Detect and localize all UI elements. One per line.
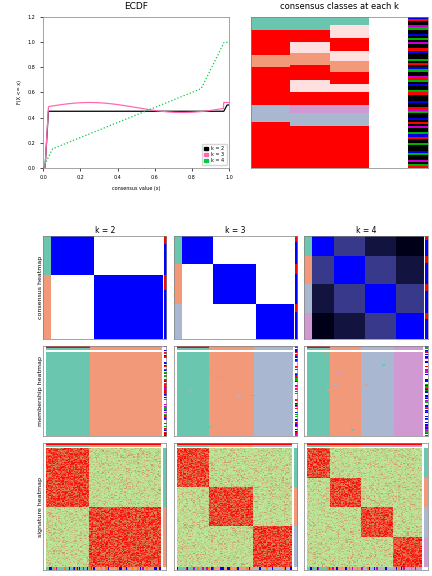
Title: consensus classes at each k: consensus classes at each k [280, 2, 399, 11]
Y-axis label: signature heatmap: signature heatmap [38, 477, 43, 537]
Title: ECDF: ECDF [124, 2, 148, 11]
Y-axis label: membership heatmap: membership heatmap [38, 356, 43, 426]
Y-axis label: consensus heatmap: consensus heatmap [38, 256, 43, 319]
X-axis label: consensus value (x): consensus value (x) [112, 186, 160, 191]
Legend: k = 2, k = 3, k = 4: k = 2, k = 3, k = 4 [202, 145, 226, 165]
Title: k = 4: k = 4 [356, 226, 376, 235]
Title: k = 3: k = 3 [225, 226, 246, 235]
Y-axis label: F(X <= x): F(X <= x) [17, 81, 22, 104]
Title: k = 2: k = 2 [95, 226, 115, 235]
